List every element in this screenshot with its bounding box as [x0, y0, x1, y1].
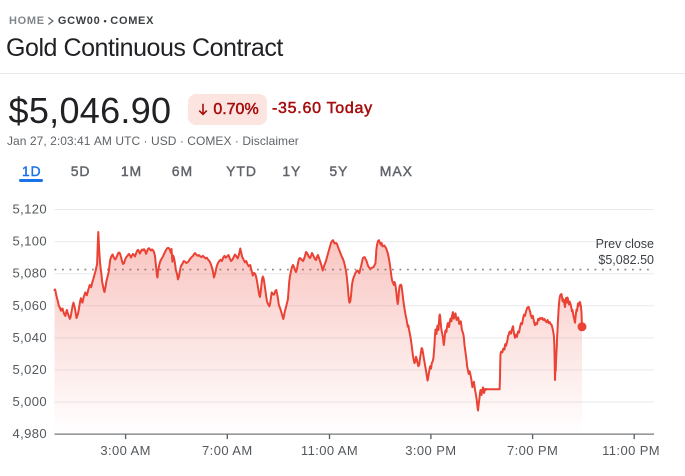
- svg-text:3:00 AM: 3:00 AM: [100, 443, 151, 458]
- svg-text:3:00 PM: 3:00 PM: [405, 443, 456, 458]
- svg-text:5,000: 5,000: [12, 394, 47, 409]
- svg-text:5,040: 5,040: [12, 330, 47, 345]
- svg-text:11:00 PM: 11:00 PM: [602, 443, 660, 458]
- svg-text:$5,082.50: $5,082.50: [598, 253, 654, 267]
- svg-text:4,980: 4,980: [12, 426, 47, 441]
- svg-text:5,100: 5,100: [12, 234, 47, 249]
- svg-text:7:00 PM: 7:00 PM: [507, 443, 558, 458]
- svg-text:Prev close: Prev close: [596, 237, 654, 251]
- svg-text:5,080: 5,080: [12, 266, 47, 281]
- svg-text:11:00 AM: 11:00 AM: [301, 443, 358, 458]
- svg-text:7:00 AM: 7:00 AM: [202, 443, 253, 458]
- svg-text:5,060: 5,060: [12, 298, 47, 313]
- svg-text:5,020: 5,020: [12, 362, 47, 377]
- svg-text:5,120: 5,120: [12, 202, 47, 217]
